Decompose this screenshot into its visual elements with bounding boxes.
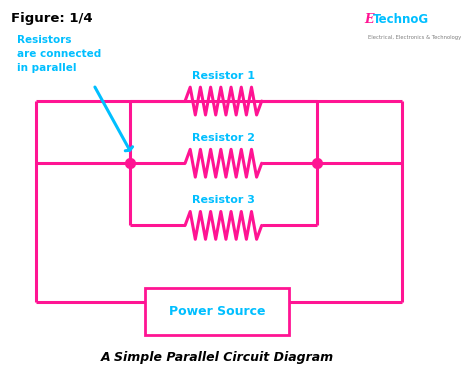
Text: Resistor 2: Resistor 2 — [192, 133, 255, 143]
Text: Power Source: Power Source — [169, 305, 265, 318]
Text: A Simple Parallel Circuit Diagram: A Simple Parallel Circuit Diagram — [100, 351, 334, 364]
Text: Figure: 1/4: Figure: 1/4 — [10, 12, 92, 25]
Text: TechnoG: TechnoG — [373, 13, 428, 26]
Text: Resistors
are connected
in parallel: Resistors are connected in parallel — [17, 35, 101, 73]
Point — [313, 160, 321, 166]
Text: E: E — [364, 13, 374, 26]
Text: Electrical, Electronics & Technology: Electrical, Electronics & Technology — [368, 35, 461, 40]
Text: Resistor 1: Resistor 1 — [192, 71, 255, 81]
Point — [126, 160, 134, 166]
Bar — [145, 288, 289, 335]
Text: Resistor 3: Resistor 3 — [192, 195, 255, 205]
